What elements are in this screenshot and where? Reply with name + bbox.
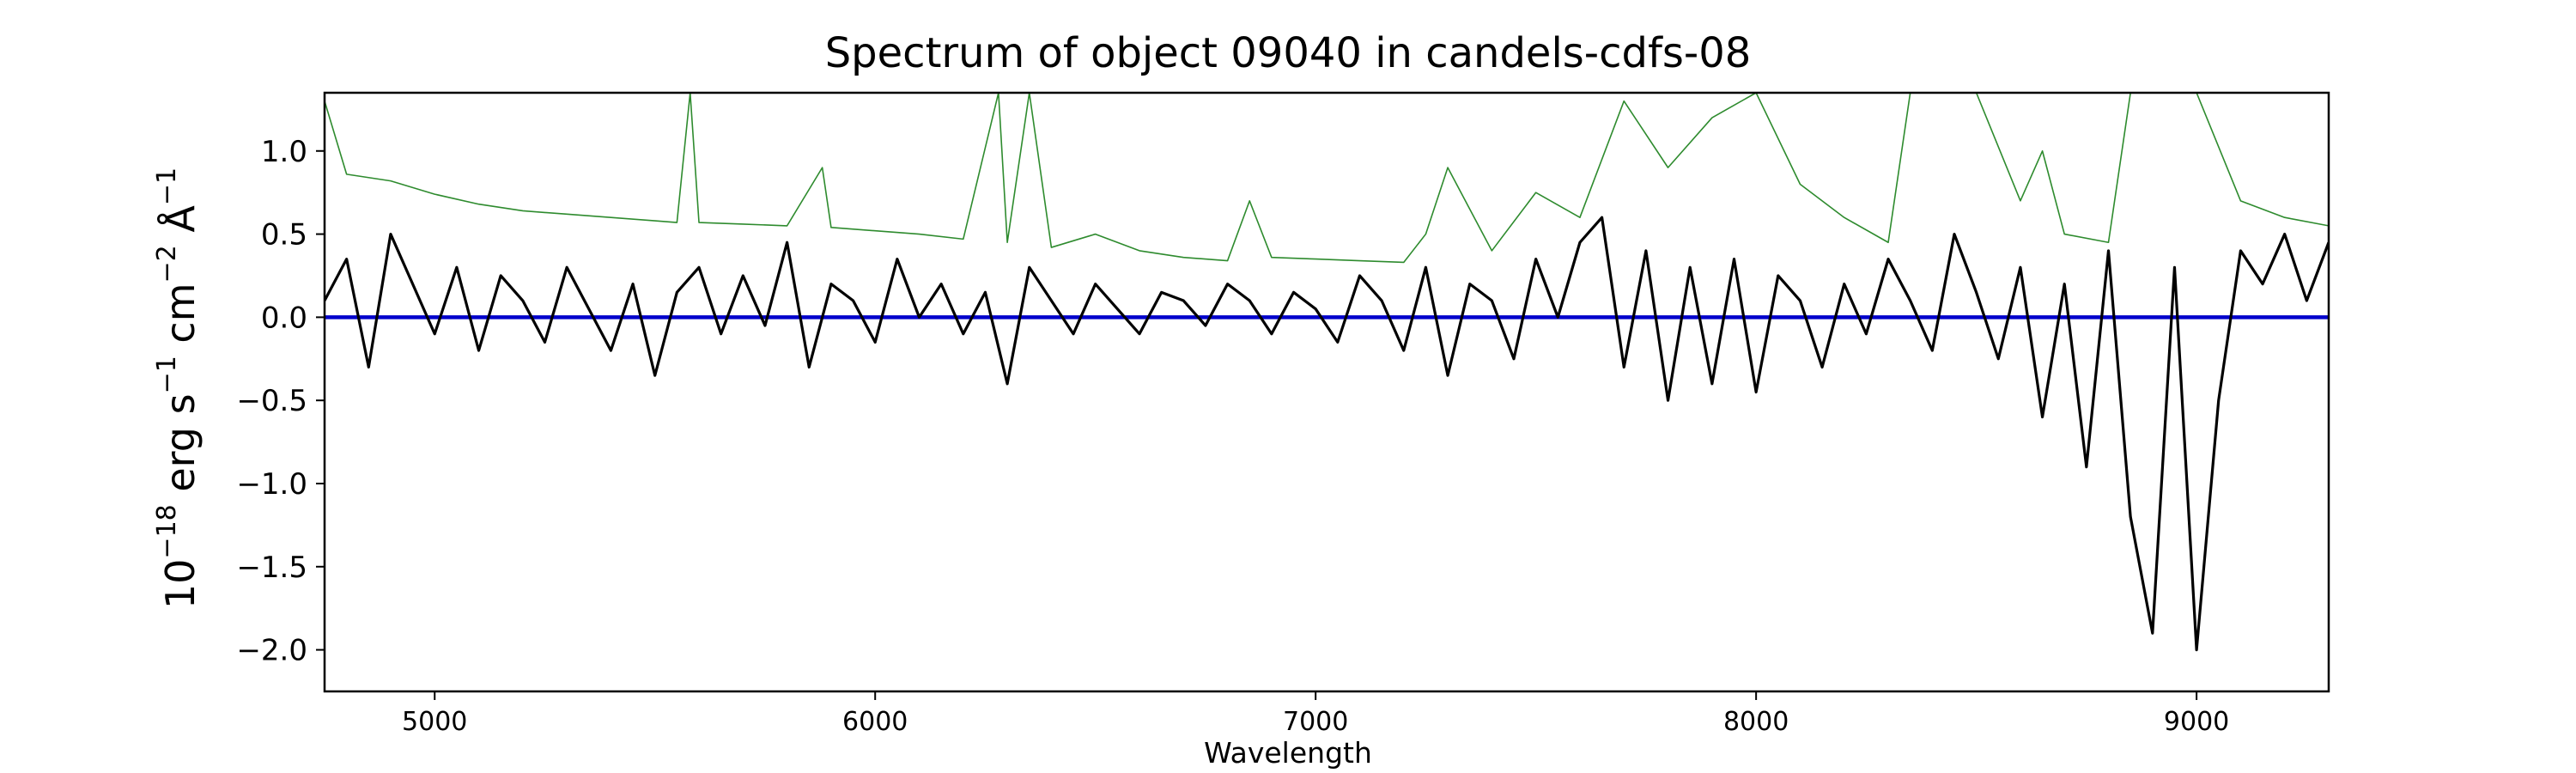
y-label-cm-exp: −2: [152, 245, 182, 283]
x-tick-label: 8000: [1723, 707, 1789, 737]
y-label-prefix: 10: [157, 558, 204, 610]
x-tick-label: 6000: [842, 707, 908, 737]
x-axis-ticks: 5000 6000 7000 8000 9000: [402, 691, 2229, 737]
y-tick-label: −1.0: [236, 467, 307, 502]
y-label-erg: erg s: [157, 393, 204, 505]
y-tick-label: −2.0: [236, 634, 307, 668]
y-tick-label: −0.5: [236, 384, 307, 418]
x-tick-label: 5000: [402, 707, 467, 737]
y-tick-label: 0.5: [261, 218, 307, 253]
y-tick-label: −1.5: [236, 551, 307, 585]
y-axis-label: 10−18 erg s−1 cm−2 Å−1: [152, 167, 204, 610]
y-tick-label: 1.0: [261, 135, 307, 169]
y-label-exp: −18: [152, 504, 182, 559]
y-label-s-exp: −1: [152, 356, 182, 394]
y-tick-label: 0.0: [261, 301, 307, 335]
flux-series-line: [325, 216, 2329, 652]
y-label-ang-exp: −1: [152, 167, 182, 206]
x-tick-label: 9000: [2164, 707, 2229, 737]
y-axis-ticks: −2.0 −1.5 −1.0 −0.5 0.0 0.5 1.0: [236, 135, 325, 668]
error-series-line: [325, 93, 2329, 264]
y-label-ang: Å: [157, 205, 204, 246]
x-axis-label: Wavelength: [1204, 736, 1372, 770]
y-label-cm: cm: [157, 283, 204, 356]
series-layer: [325, 93, 2329, 652]
axes-frame: [323, 91, 2330, 693]
chart-title: Spectrum of object 09040 in candels-cdfs…: [824, 29, 1752, 77]
x-tick-label: 7000: [1283, 707, 1348, 737]
